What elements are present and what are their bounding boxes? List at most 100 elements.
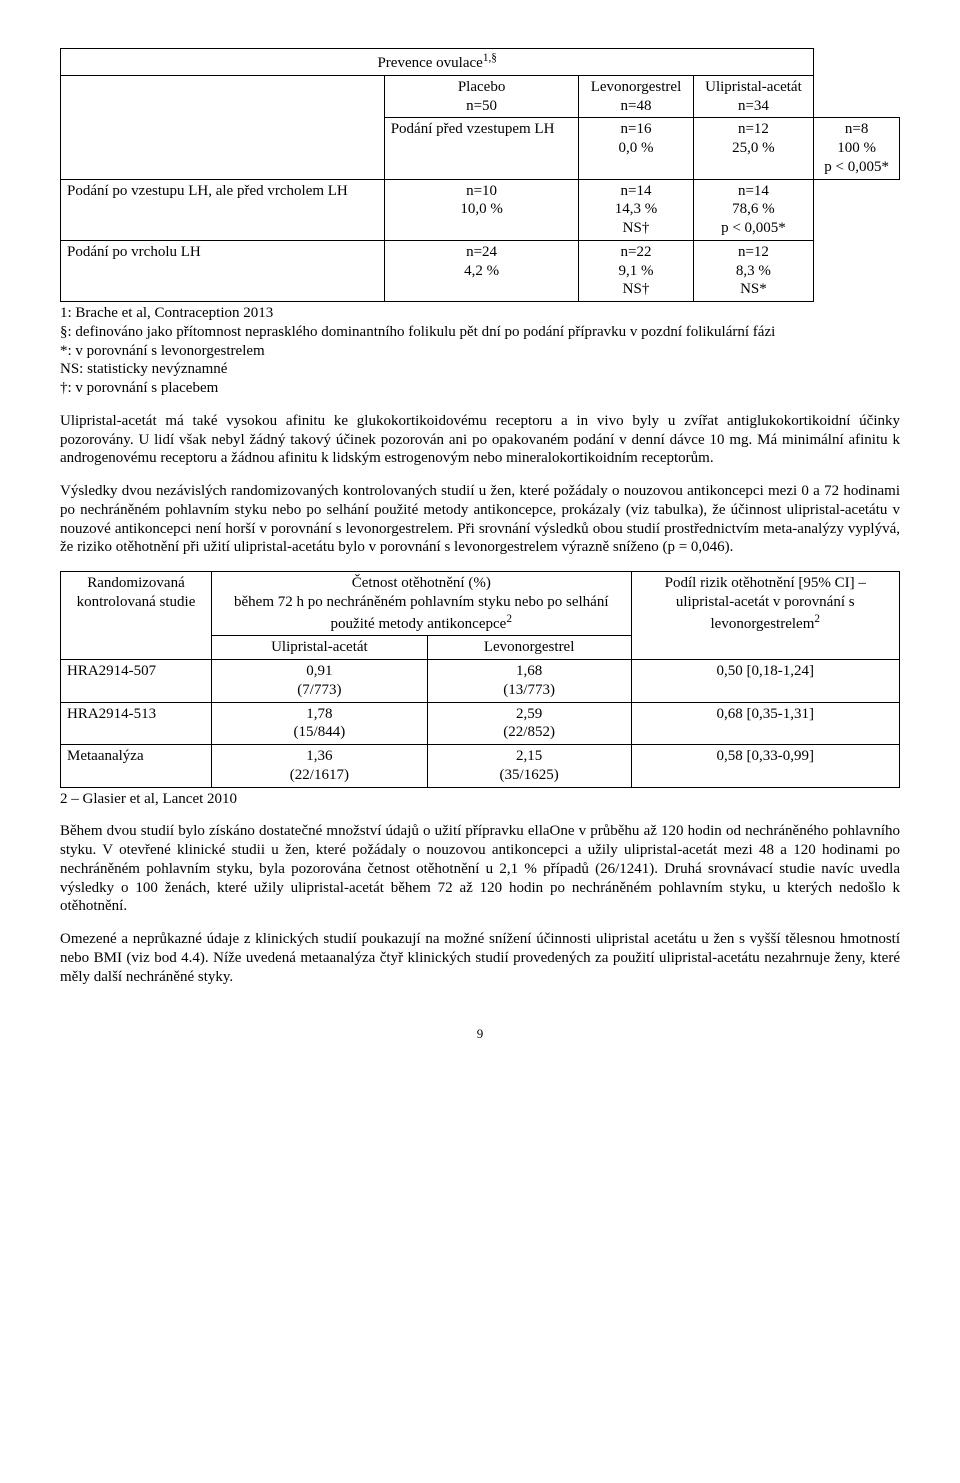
t1-r3-c3-v0: n=12 <box>738 244 769 260</box>
t1-fn-4: NS: statisticky nevýznamné <box>60 360 900 379</box>
t1-r3-label: Podání po vrcholu LH <box>61 240 385 301</box>
t1-r3-c2-v0: n=22 <box>621 244 652 260</box>
t1-row-2: Podání po vzestupu LH, ale před vrcholem… <box>61 179 900 240</box>
t1-r3-c3: n=12 8,3 % NS* <box>693 240 814 301</box>
t2-row-3: Metaanalýza 1,36 (22/1617) 2,15 (35/1625… <box>61 745 900 788</box>
t1-r1-c3-v0: n=8 <box>845 121 868 137</box>
t1-r2-c1: n=10 10,0 % <box>384 179 579 240</box>
table1-title: Prevence ovulace1,§ <box>61 49 814 76</box>
t2-h-rate-l2: během 72 h po nechráněném pohlavním styk… <box>234 594 609 632</box>
t1-h-lng-n: n=48 <box>621 98 652 114</box>
paragraph-1: Ulipristal-acetát má také vysokou afinit… <box>60 412 900 468</box>
t2-h-rate: Četnost otěhotnění (%) během 72 h po nec… <box>212 572 631 636</box>
table1-title-text: Prevence ovulace <box>377 55 482 71</box>
t2-r2-rr: 0,68 [0,35-1,31] <box>631 702 900 745</box>
t1-r1-c1-v0: n=16 <box>621 121 652 137</box>
t2-r2-lng: 2,59 (22/852) <box>427 702 631 745</box>
t2-r3-study: Metaanalýza <box>61 745 212 788</box>
paragraph-2: Výsledky dvou nezávislých randomizovanýc… <box>60 482 900 557</box>
t1-r2-c2-v1: 14,3 % <box>615 201 658 217</box>
t1-h-placebo: Placebo n=50 <box>384 75 579 118</box>
t1-h-ua-n: n=34 <box>738 98 769 114</box>
t2-r2-ua-v1: (15/844) <box>294 724 346 740</box>
t1-r3-c3-v1: 8,3 % <box>736 263 771 279</box>
t1-r1-c3-v2: p < 0,005* <box>824 159 889 175</box>
t1-h-lng: Levonorgestrel n=48 <box>579 75 693 118</box>
t1-r2-label: Podání po vzestupu LH, ale před vrcholem… <box>61 179 385 240</box>
t2-r3-lng: 2,15 (35/1625) <box>427 745 631 788</box>
t2-h-rate-l1: Četnost otěhotnění (%) <box>352 575 491 591</box>
t2-row-1: HRA2914-507 0,91 (7/773) 1,68 (13/773) 0… <box>61 660 900 703</box>
t1-r1-c2: n=12 25,0 % <box>693 118 814 179</box>
t1-r1-c2-v0: n=12 <box>738 121 769 137</box>
t2-sub-ua: Ulipristal-acetát <box>212 636 428 660</box>
t2-r1-lng: 1,68 (13/773) <box>427 660 631 703</box>
t2-sub-lng: Levonorgestrel <box>427 636 631 660</box>
t2-r1-rr: 0,50 [0,18-1,24] <box>631 660 900 703</box>
t2-r3-lng-v1: (35/1625) <box>500 767 559 783</box>
t2-h-rr-sup: 2 <box>814 613 820 625</box>
t2-r1-study: HRA2914-507 <box>61 660 212 703</box>
t2-h-rr-l1: Podíl rizik otěhotnění [95% CI] – ulipri… <box>665 575 866 632</box>
t2-r2-ua: 1,78 (15/844) <box>212 702 428 745</box>
page-number: 9 <box>60 1026 900 1042</box>
table1-header-row: Placebo n=50 Levonorgestrel n=48 Ulipris… <box>61 75 900 118</box>
t1-r1-c3-v1: 100 % <box>837 140 876 156</box>
t2-r2-study: HRA2914-513 <box>61 702 212 745</box>
ovulation-prevention-table: Prevence ovulace1,§ Placebo n=50 Levonor… <box>60 48 900 302</box>
t1-h-placebo-label: Placebo <box>458 79 505 95</box>
table2-footnote: 2 – Glasier et al, Lancet 2010 <box>60 790 900 809</box>
t1-r1-c1: n=16 0,0 % <box>579 118 693 179</box>
t1-r1-label: Podání před vzestupem LH <box>384 118 579 179</box>
t1-r2-c3-v1: 78,6 % <box>732 201 775 217</box>
t1-r1-c3: n=8 100 % p < 0,005* <box>814 118 900 179</box>
t1-h-placebo-n: n=50 <box>466 98 497 114</box>
t2-r1-ua-v0: 0,91 <box>306 663 332 679</box>
t1-r3-c1-v0: n=24 <box>466 244 497 260</box>
t2-r1-lng-v0: 1,68 <box>516 663 542 679</box>
t1-fn-2: §: definováno jako přítomnost nepraskléh… <box>60 323 900 342</box>
t2-r2-lng-v1: (22/852) <box>503 724 555 740</box>
t1-r1-c1-v1: 0,0 % <box>618 140 653 156</box>
t2-r3-rr: 0,58 [0,33-0,99] <box>631 745 900 788</box>
t2-h-rate-sup: 2 <box>506 613 512 625</box>
t2-r3-lng-v0: 2,15 <box>516 748 542 764</box>
t1-r2-c2: n=14 14,3 % NS† <box>579 179 693 240</box>
t1-r3-c2-v1: 9,1 % <box>618 263 653 279</box>
t1-r3-c2-v2: NS† <box>623 281 650 297</box>
paragraph-3: Během dvou studií bylo získáno dostatečn… <box>60 822 900 916</box>
t1-h-ua-label: Ulipristal-acetát <box>705 79 802 95</box>
t2-r2-lng-v0: 2,59 <box>516 706 542 722</box>
t2-r2-ua-v0: 1,78 <box>306 706 332 722</box>
t1-r3-c1-v1: 4,2 % <box>464 263 499 279</box>
t1-h-ua: Ulipristal-acetát n=34 <box>693 75 814 118</box>
t2-fn: 2 – Glasier et al, Lancet 2010 <box>60 790 900 809</box>
t1-h-lng-label: Levonorgestrel <box>591 79 682 95</box>
table1-title-sup: 1,§ <box>483 52 497 64</box>
t2-h-rr: Podíl rizik otěhotnění [95% CI] – ulipri… <box>631 572 900 660</box>
table1-footnotes: 1: Brache et al, Contraception 2013 §: d… <box>60 304 900 398</box>
t1-row-3: Podání po vrcholu LH n=24 4,2 % n=22 9,1… <box>61 240 900 301</box>
t1-h-blank <box>61 75 385 179</box>
t1-fn-3: *: v porovnání s levonorgestrelem <box>60 342 900 361</box>
pregnancy-rate-table: Randomizovaná kontrolovaná studie Četnos… <box>60 571 900 788</box>
t1-r2-c1-v0: n=10 <box>466 183 497 199</box>
t2-r1-lng-v1: (13/773) <box>503 682 555 698</box>
t1-r2-c3-v0: n=14 <box>738 183 769 199</box>
t1-r2-c3-v2: p < 0,005* <box>721 220 786 236</box>
t2-row-2: HRA2914-513 1,78 (15/844) 2,59 (22/852) … <box>61 702 900 745</box>
t1-fn-1: 1: Brache et al, Contraception 2013 <box>60 304 900 323</box>
t1-r1-c2-v1: 25,0 % <box>732 140 775 156</box>
t1-r2-c1-v1: 10,0 % <box>460 201 503 217</box>
t1-r3-c3-v2: NS* <box>740 281 767 297</box>
t2-r1-ua: 0,91 (7/773) <box>212 660 428 703</box>
t1-r3-c2: n=22 9,1 % NS† <box>579 240 693 301</box>
t1-r2-c3: n=14 78,6 % p < 0,005* <box>693 179 814 240</box>
t1-r2-c2-v0: n=14 <box>621 183 652 199</box>
t2-r1-ua-v1: (7/773) <box>297 682 341 698</box>
t1-fn-5: †: v porovnání s placebem <box>60 379 900 398</box>
t1-r2-c2-v2: NS† <box>623 220 650 236</box>
t2-r3-ua-v0: 1,36 <box>306 748 332 764</box>
paragraph-4: Omezené a neprůkazné údaje z klinických … <box>60 930 900 986</box>
t2-r3-ua: 1,36 (22/1617) <box>212 745 428 788</box>
